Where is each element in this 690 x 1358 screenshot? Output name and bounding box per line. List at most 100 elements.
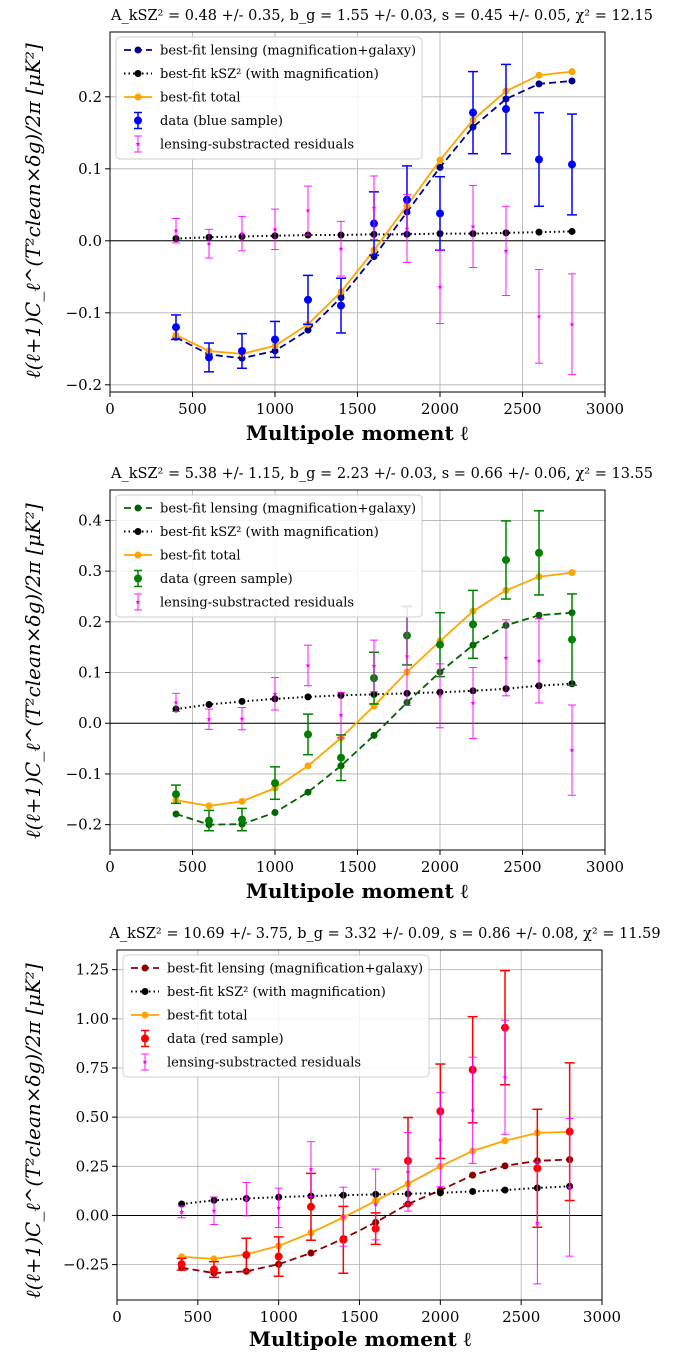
data-point <box>470 1107 476 1113</box>
data-point <box>337 753 345 762</box>
legend-item: lensing-substracted residuals <box>134 135 354 153</box>
x-tick-label: 500 <box>178 400 207 418</box>
data-point <box>436 1189 444 1197</box>
legend-item: best-fit lensing (magnification+galaxy) <box>131 962 423 977</box>
data-point <box>337 301 345 310</box>
x-tick-label: 1000 <box>256 400 294 418</box>
data-point <box>272 691 278 696</box>
data-point <box>437 693 443 698</box>
legend-marker <box>134 504 142 512</box>
legend: best-fit lensing (magnification+galaxy) b… <box>115 36 423 160</box>
data-point <box>177 1260 186 1269</box>
legend-item: best-fit total <box>124 549 241 564</box>
x-tick-label: 1000 <box>256 858 294 876</box>
data-point <box>271 779 279 788</box>
data-point <box>502 105 510 114</box>
y-tick-label: 0.3 <box>78 562 102 580</box>
data-point <box>536 658 542 663</box>
data-point <box>371 205 377 210</box>
legend-marker <box>141 988 149 995</box>
data-point <box>436 640 444 649</box>
y-tick-label: 0.25 <box>76 1157 109 1175</box>
data-point <box>271 808 279 816</box>
data-point <box>210 1265 218 1274</box>
legend-item: best-fit kSZ² (with magnification) <box>124 525 379 540</box>
data-point <box>569 321 575 327</box>
legend-label: data (blue sample) <box>160 114 283 129</box>
data-point <box>568 635 576 644</box>
data-point <box>238 815 246 824</box>
y-axis-label: ℓ(ℓ+1)C_ℓ^(T²clean×δg)/2π [μK²] <box>21 43 45 379</box>
x-tick-label: 1500 <box>338 858 376 876</box>
data-point <box>239 231 245 236</box>
y-tick-label: −0.25 <box>63 1256 109 1274</box>
data-point <box>503 248 509 253</box>
data-point <box>304 730 312 739</box>
legend-item: data (red sample) <box>141 1029 284 1048</box>
data-point <box>238 797 246 805</box>
legend-label: lensing-substracted residuals <box>167 1056 361 1071</box>
x-tick-label: 0 <box>105 400 115 418</box>
x-tick-label: 500 <box>184 1308 213 1326</box>
legend-item: lensing-substracted residuals <box>134 593 354 611</box>
data-point <box>436 156 444 164</box>
data-point <box>211 1208 217 1213</box>
data-point <box>503 655 509 660</box>
data-point <box>304 762 312 770</box>
data-point <box>469 620 477 629</box>
data-point <box>502 555 510 564</box>
data-point <box>436 163 444 171</box>
series-group <box>171 63 577 376</box>
x-tick-label: 3000 <box>583 1308 621 1326</box>
legend-marker <box>134 574 142 583</box>
data-point <box>238 346 246 355</box>
x-tick-label: 2000 <box>421 1308 459 1326</box>
legend-marker <box>134 116 142 125</box>
data-point <box>239 716 245 721</box>
data-point <box>173 228 179 233</box>
legend-item: best-fit lensing (magnification+galaxy) <box>124 502 416 517</box>
series-group <box>171 510 577 832</box>
legend-label: lensing-substracted residuals <box>160 596 354 611</box>
legend-marker <box>134 70 142 77</box>
x-tick-label: 0 <box>105 858 115 876</box>
legend-item: best-fit lensing (magnification+galaxy) <box>124 44 416 59</box>
data-point <box>307 1202 315 1211</box>
chart-title: A_kSZ² = 10.69 +/- 3.75, b_g = 3.32 +/- … <box>108 926 660 942</box>
data-point <box>304 295 312 304</box>
legend-marker <box>141 964 149 972</box>
x-tick-label: 3000 <box>586 858 624 876</box>
data-point <box>536 313 542 319</box>
y-tick-label: 0.50 <box>76 1108 109 1126</box>
data-point <box>308 1166 314 1172</box>
legend-label: data (green sample) <box>160 572 293 587</box>
data-point <box>373 1201 379 1207</box>
legend-item: best-fit total <box>124 91 241 106</box>
legend-item: lensing-substracted residuals <box>141 1053 361 1071</box>
x-axis-label: Multipole moment ℓ <box>246 421 469 445</box>
legend-item: best-fit kSZ² (with magnification) <box>124 67 379 82</box>
data-point <box>535 228 543 236</box>
y-tick-label: 0.2 <box>78 88 102 106</box>
data-point <box>304 326 312 334</box>
data-point <box>470 700 476 706</box>
data-point <box>179 1209 185 1215</box>
data-point <box>501 1162 509 1170</box>
x-tick-label: 2500 <box>503 400 541 418</box>
legend-marker <box>141 1011 149 1019</box>
data-point <box>569 747 575 753</box>
data-point <box>274 1252 283 1261</box>
chart-panel-green-sample: A_kSZ² = 5.38 +/- 1.15, b_g = 2.23 +/- 0… <box>21 466 653 903</box>
data-point <box>568 77 576 85</box>
data-point <box>238 697 246 705</box>
legend-item: best-fit total <box>131 1009 248 1024</box>
legend-marker <box>142 1059 148 1065</box>
legend-marker <box>135 141 141 147</box>
data-point <box>567 1184 573 1190</box>
x-tick-label: 3000 <box>586 400 624 418</box>
data-point <box>173 699 179 705</box>
x-axis-label: Multipole moment ℓ <box>249 1327 472 1351</box>
data-point <box>436 209 444 218</box>
data-point <box>307 1249 315 1257</box>
